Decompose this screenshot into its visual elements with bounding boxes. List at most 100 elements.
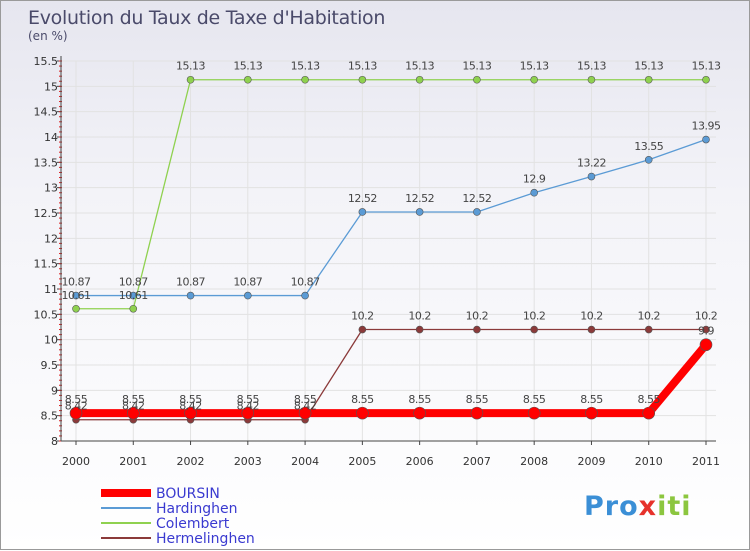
data-point [358,208,367,216]
series-line [76,138,707,297]
data-label: 8.55 [294,393,317,406]
data-point [473,208,481,216]
data-label: 8.55 [179,393,202,406]
data-point [358,325,367,334]
y-tick-label: 15 [44,80,58,93]
y-tick-label: 8 [51,435,58,448]
data-point [699,338,713,352]
chart-title: Evolution du Taux de Taxe d'Habitation [28,7,386,29]
data-label: 12.9 [523,173,546,186]
data-point [644,75,653,84]
data-label: 8.55 [351,393,374,406]
axes [57,56,716,445]
data-label: 10.2 [637,310,660,323]
logo-x: x [638,491,658,522]
data-label: 9.9 [698,325,714,338]
legend-label: Hardinghen [156,501,238,517]
data-label: 10.61 [119,289,148,302]
data-label: 8.42 [65,400,88,413]
y-tick-label: 10.5 [34,308,59,321]
x-tick-labels: 2000 2001 2002 2003 2004 2005 2006 2007 2008 2009… [62,455,720,468]
data-label: 8.55 [408,393,431,406]
data-point [530,188,538,197]
data-label: 15.13 [692,60,721,73]
y-tick-label: 10 [44,334,58,347]
data-point [415,325,424,334]
data-point [356,406,369,420]
y-tick-label: 13.5 [34,156,59,169]
series-boursin [69,338,713,420]
data-label: 13.95 [692,120,721,133]
data-point [644,156,653,164]
logo-suffix: iti [657,491,692,522]
data-label: 12.52 [405,192,434,205]
data-label: 8.42 [294,400,317,413]
x-tick-label: 2010 [635,455,663,468]
x-tick-label: 2006 [406,455,434,468]
x-tick-label: 2003 [234,455,262,468]
series-line [76,328,706,421]
data-label: 8.55 [637,393,660,406]
data-label: 10.87 [233,276,262,289]
x-tick-label: 2004 [291,455,319,468]
x-tick-label: 2001 [119,455,147,468]
data-point [186,291,195,300]
x-tick-label: 2007 [463,455,491,468]
data-label: 15.13 [233,60,262,73]
data-point [587,325,596,334]
x-tick-label: 2000 [62,455,90,468]
data-label: 10.2 [580,310,603,323]
data-point [585,406,598,420]
data-point [702,325,710,334]
y-tick-label: 11 [44,283,58,296]
data-point [473,75,481,84]
series-hermelinghen [72,325,710,424]
x-tick-label: 2009 [577,455,605,468]
y-tick-label: 14 [44,131,58,144]
legend-label: Hermelinghen [156,531,255,547]
data-label: 13.55 [634,140,663,153]
data-point [241,406,255,420]
data-label: 8.42 [237,400,260,413]
data-point [415,75,424,84]
data-point [72,291,80,300]
series-line [76,342,710,418]
data-point [527,406,541,420]
y-tick-label: 11.5 [34,258,59,271]
legend-label: Colembert [156,516,230,532]
x-tick-label: 2005 [348,455,376,468]
y-tick-label: 13 [44,182,58,195]
x-tick-label: 2002 [177,455,205,468]
data-label: 10.2 [695,310,718,323]
data-point [702,75,710,84]
data-label: 15.13 [176,60,205,73]
chart-unit: (en %) [28,29,68,43]
data-point [301,75,309,84]
data-label: 15.13 [634,60,663,73]
data-point [301,291,309,300]
data-point [413,406,426,420]
series-colembert [72,75,710,313]
y-tick-label: 9 [51,384,58,397]
data-point [244,75,252,84]
data-label: 10.87 [62,276,91,289]
data-point [358,75,367,84]
data-point [473,325,481,334]
series-layer: 10.87 10.87 10.87 10.87 10.87 12.52 12.52 12.52… [62,60,721,424]
data-label: 8.55 [65,393,88,406]
data-label: 8.55 [237,393,260,406]
series-line [76,79,706,310]
y-tick-label: 8.5 [41,410,59,423]
data-label: 8.55 [580,393,603,406]
data-label: 15.13 [462,60,491,73]
data-point [530,75,538,84]
data-label: 8.42 [179,400,202,413]
data-label: 8.42 [122,400,145,413]
data-label: 10.87 [119,276,148,289]
x-tick-label: 2008 [520,455,548,468]
y-tick-label: 9.5 [41,359,59,372]
legend-label: BOURSIN [156,486,220,502]
proxiti-logo: Proxiti [584,491,692,522]
